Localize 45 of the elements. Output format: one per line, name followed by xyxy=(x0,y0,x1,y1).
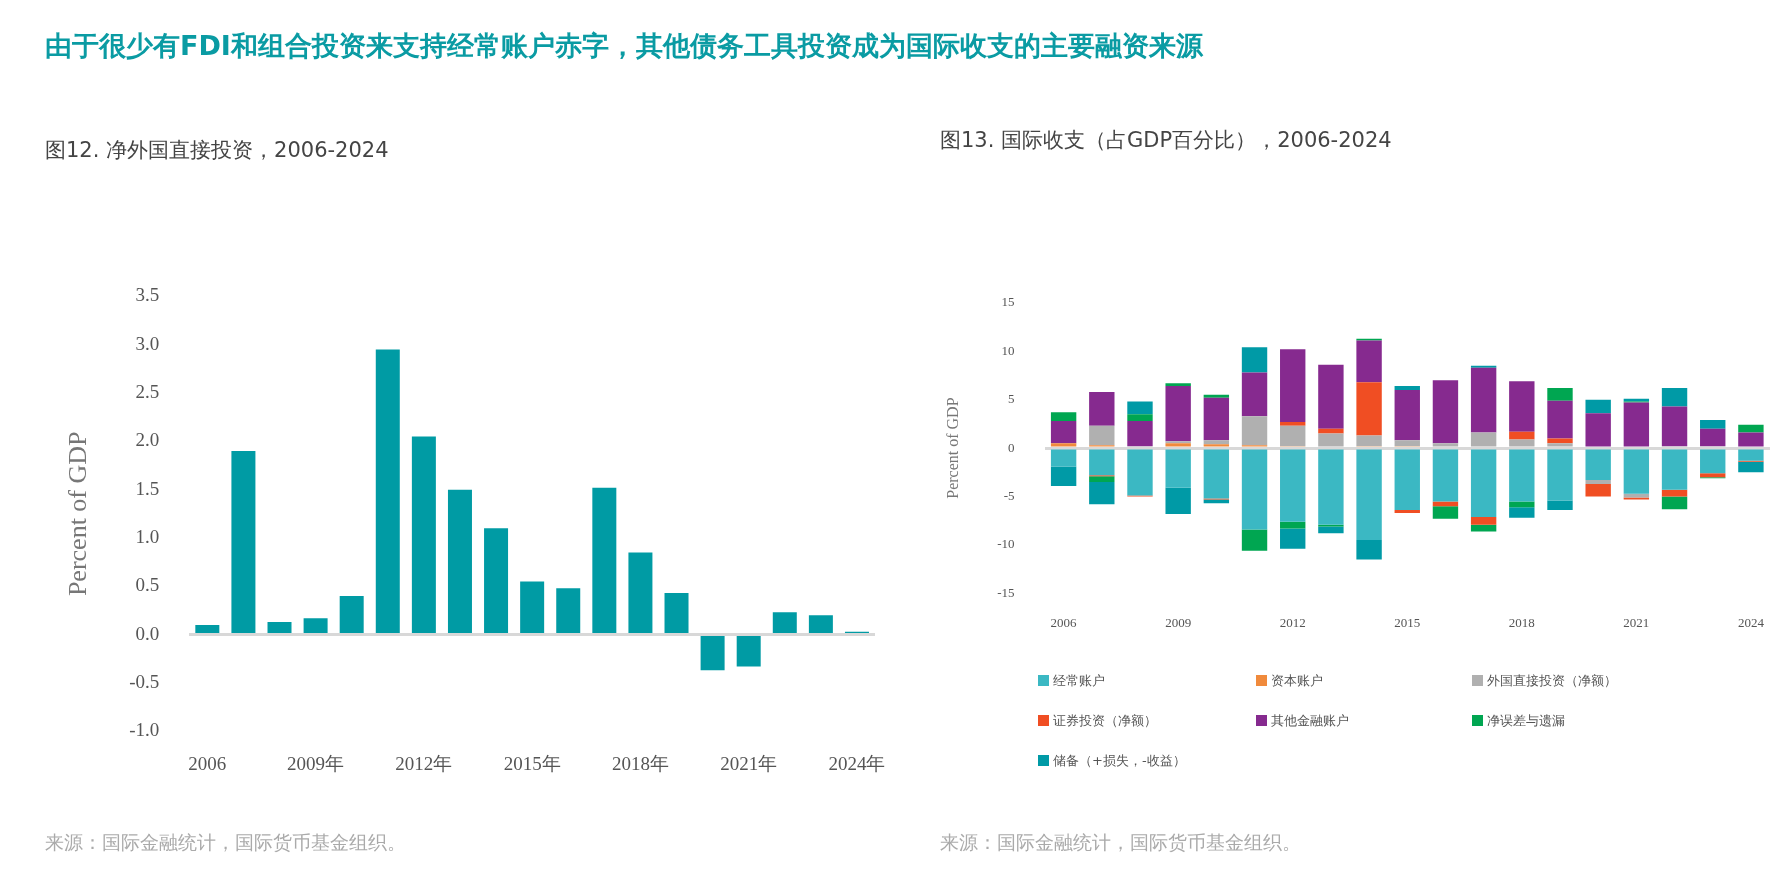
y-tick-label: 1.5 xyxy=(135,477,160,499)
chart-title: 图13. 国际收支（占GDP百分比），2006-2024 xyxy=(940,127,1393,154)
legend-label: 经常账户 xyxy=(1053,673,1105,688)
x-tick-label: 2015 xyxy=(1394,614,1421,630)
y-tick-label: 1.0 xyxy=(135,525,160,547)
y-axis-title: Percent of GDP xyxy=(63,431,93,597)
legend-label: 储备（+损失，-收益） xyxy=(1053,753,1186,768)
y-tick-label: 2.5 xyxy=(135,381,160,403)
source-note: 来源：国际金融统计，国际货币基金组织。 xyxy=(940,830,1301,855)
x-tick-label: 2012年 xyxy=(395,752,453,774)
x-tick-label: 2024 xyxy=(1737,614,1765,630)
y-tick-label: 5 xyxy=(1008,391,1015,407)
x-tick-label: 2018年 xyxy=(611,752,669,774)
chart-title: 由于很少有FDI和组合投资来支持经常账户赤字，其他债务工具投资成为国际收支的主要融资来源 xyxy=(45,29,1203,63)
legend-label: 资本账户 xyxy=(1271,673,1323,688)
x-tick-label: 2018 xyxy=(1508,614,1535,630)
y-tick-label: -15 xyxy=(997,584,1015,600)
y-tick-label: 0.5 xyxy=(135,574,160,596)
x-tick-label: 2024年 xyxy=(828,752,886,774)
legend-label: 其他金融账户 xyxy=(1271,713,1349,728)
y-tick-label: 0.0 xyxy=(135,622,160,644)
y-tick-label: -1.0 xyxy=(129,719,160,741)
y-tick-label: 3.0 xyxy=(135,332,160,354)
y-tick-label: -10 xyxy=(997,536,1015,552)
x-tick-label: 2009 xyxy=(1165,614,1192,630)
chart-subtitle: 图12. 净外国直接投资，2006-2024 xyxy=(45,137,390,164)
x-tick-label: 2006 xyxy=(1050,614,1078,630)
y-tick-label: -5 xyxy=(1003,487,1015,503)
legend-label: 外国直接投资（净额） xyxy=(1487,673,1617,688)
y-tick-label: 15 xyxy=(1001,294,1015,310)
y-tick-label: -0.5 xyxy=(129,670,160,692)
source-note: 来源：国际金融统计，国际货币基金组织。 xyxy=(45,830,406,855)
x-tick-label: 2021年 xyxy=(720,752,778,774)
y-tick-label: 10 xyxy=(1001,342,1015,358)
y-axis-title: Percent of GDP xyxy=(943,397,961,499)
y-tick-label: 0 xyxy=(1008,439,1015,455)
x-tick-label: 2021 xyxy=(1623,614,1650,630)
x-tick-label: 2009年 xyxy=(287,752,345,774)
legend-label: 证券投资（净额） xyxy=(1053,713,1157,728)
y-tick-label: 3.5 xyxy=(135,284,160,306)
y-tick-label: 2.0 xyxy=(135,429,160,451)
x-tick-label: 2006 xyxy=(188,752,227,774)
legend-label: 净误差与遗漏 xyxy=(1487,713,1565,728)
x-tick-label: 2015年 xyxy=(503,752,561,774)
x-tick-label: 2012 xyxy=(1279,614,1306,630)
